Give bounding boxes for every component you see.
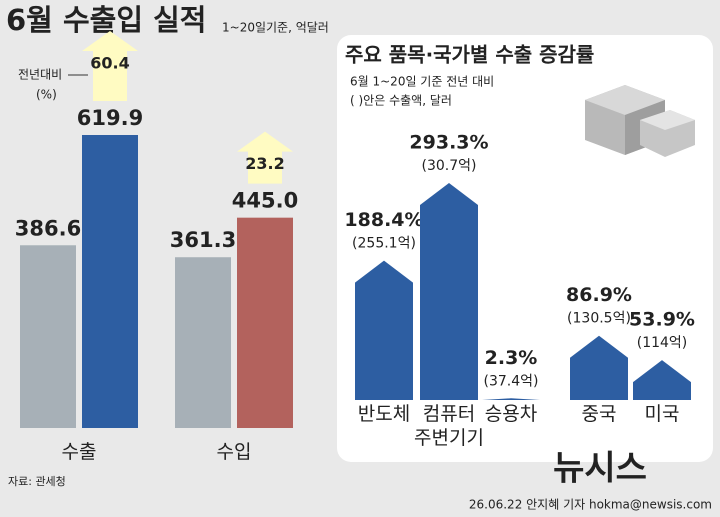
arrow-bar bbox=[420, 183, 478, 400]
amount-label: (30.7억) bbox=[422, 158, 477, 174]
growth-value: 60.4 bbox=[90, 54, 129, 73]
category-label: 승용차 bbox=[484, 403, 538, 425]
amount-label: (130.5억) bbox=[567, 311, 631, 327]
bar bbox=[20, 245, 76, 428]
value-label: 188.4% bbox=[344, 209, 423, 231]
chart-title: 6월 수출입 실적 bbox=[6, 3, 206, 37]
panel-subtitle: 6월 1~20일 기준 전년 대비 bbox=[350, 75, 494, 89]
category-label: 수입 bbox=[216, 441, 252, 463]
arrow-bar bbox=[570, 335, 628, 400]
arrow-bar bbox=[633, 360, 691, 400]
value-label: 361.3 bbox=[170, 228, 236, 252]
panel-note: ( )안은 수출액, 달러 bbox=[350, 94, 452, 108]
credit: 26.06.22 안지혜 기자 hokma@newsis.com bbox=[469, 498, 712, 512]
growth-arrow bbox=[82, 31, 138, 101]
category-label: 미국 bbox=[644, 403, 680, 425]
boxes-icon bbox=[585, 85, 695, 157]
amount-label: (114억) bbox=[637, 335, 688, 351]
growth-arrow bbox=[237, 131, 293, 184]
bar bbox=[175, 257, 231, 428]
source: 자료: 관세청 bbox=[8, 475, 66, 488]
category-label: 수출 bbox=[61, 441, 97, 463]
category-label: 컴퓨터 주변기기 bbox=[414, 403, 484, 449]
value-label: 445.0 bbox=[232, 189, 298, 213]
value-label: 293.3% bbox=[409, 132, 488, 154]
bar bbox=[82, 135, 138, 428]
panel-title: 주요 품목·국가별 수출 증감률 bbox=[345, 43, 594, 67]
arrow-bar bbox=[355, 260, 413, 400]
growth-label: 전년대비 bbox=[18, 68, 62, 82]
value-label: 619.9 bbox=[77, 106, 143, 130]
bar bbox=[237, 217, 293, 428]
growth-value: 23.2 bbox=[245, 154, 284, 173]
value-label: 53.9% bbox=[629, 309, 695, 331]
category-label: 반도체 bbox=[357, 403, 411, 425]
value-label: 86.9% bbox=[566, 284, 632, 306]
logo: 뉴시스 bbox=[553, 449, 647, 489]
subtitle: 1~20일기준, 억달러 bbox=[222, 21, 329, 35]
category-label: 중국 bbox=[581, 403, 617, 425]
value-label: 2.3% bbox=[485, 347, 538, 369]
amount-label: (37.4억) bbox=[484, 373, 539, 389]
amount-label: (255.1억) bbox=[352, 236, 416, 252]
arrow-bar bbox=[482, 398, 540, 400]
value-label: 386.6 bbox=[15, 216, 81, 240]
growth-label: (%) bbox=[36, 88, 57, 102]
